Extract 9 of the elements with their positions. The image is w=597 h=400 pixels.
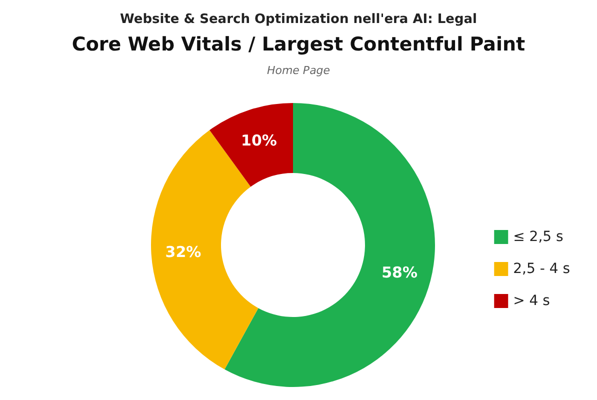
data-label: 10%	[241, 131, 277, 150]
legend-label: ≤ 2,5 s	[513, 229, 564, 245]
legend-label: > 4 s	[513, 293, 550, 309]
data-label: 58%	[382, 263, 418, 282]
chart-subtitle: Core Web Vitals / Largest Contentful Paint	[72, 34, 526, 56]
chart-title: Website & Search Optimization nell'era AI: Legal	[120, 12, 477, 27]
text: Home Page	[266, 64, 330, 77]
data-label: 32%	[165, 242, 202, 261]
legend-label: 2,5 - 4 s	[513, 261, 570, 277]
